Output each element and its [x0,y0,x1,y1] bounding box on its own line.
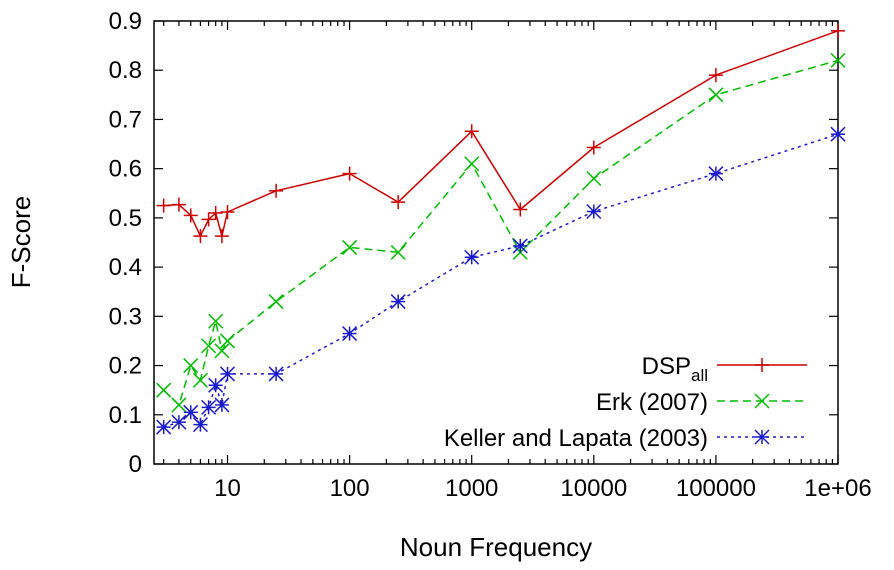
data-point [219,366,236,382]
data-point [192,372,208,388]
data-point [831,23,845,38]
data-point [220,204,235,219]
data-point [512,238,528,254]
data-point [391,195,406,210]
data-point [193,229,208,244]
data-point [214,397,230,413]
data-point [464,124,479,139]
legend-entry: DSPall [642,353,807,385]
data-point [513,202,528,217]
data-point [156,198,171,213]
data-point [342,166,357,181]
data-point [268,366,284,382]
data-point [208,205,223,220]
series [156,52,846,413]
data-point [156,419,172,435]
data-point [219,333,236,349]
data-point [214,229,229,244]
data-point [390,244,406,260]
data-point [201,212,216,227]
series-layer [156,23,846,435]
data-point [192,417,208,433]
data-point [464,156,480,172]
legend-label: DSPall [642,353,708,385]
data-point [830,52,846,68]
data-point [755,358,769,372]
data-point [586,203,602,220]
data-point [708,166,724,182]
data-point [201,399,217,415]
y-tick-label: 0.5 [109,205,142,232]
x-tick-label: 100 [330,475,370,502]
data-point [830,126,846,142]
data-point [171,197,186,212]
x-tick-label: 1000 [445,475,498,502]
data-point [342,239,358,255]
y-tick-label: 0.7 [109,106,142,133]
x-tick-label: 100000 [676,475,756,502]
x-tick-label: 10000 [560,475,627,502]
data-point [183,208,198,223]
y-tick-label: 0.2 [109,353,142,380]
data-point [708,68,723,83]
data-point [390,294,406,310]
data-point [268,294,284,310]
legend: DSPall Erk (2007) Keller and Lapata (2003) [444,353,807,452]
data-point [269,183,284,198]
legend-label: Erk (2007) [596,389,708,416]
y-tick-label: 0.9 [109,8,142,35]
data-point [183,404,199,420]
y-tick-label: 0.1 [109,402,142,429]
y-tick-label: 0 [129,451,142,478]
legend-entry: Keller and Lapata (2003) [444,425,807,452]
series [156,126,846,435]
plot-frame [153,20,839,465]
series-line [163,30,839,237]
data-point [464,249,480,265]
y-tick-label: 0.6 [109,156,142,183]
legend-entry: Erk (2007) [596,389,807,416]
data-point [754,393,770,409]
data-point [156,382,172,398]
data-point [586,140,601,155]
series-line [163,59,839,406]
legend-label: Keller and Lapata (2003) [444,425,708,452]
data-point [214,343,230,359]
data-point [183,358,199,374]
y-tick-label: 0.4 [109,254,142,281]
series [156,23,845,244]
data-point [754,429,770,445]
data-point [708,87,724,103]
y-axis-title: F-Score [6,196,36,288]
data-point [171,397,187,413]
data-point [208,313,224,329]
y-tick-label: 0.3 [109,303,142,330]
data-point [342,326,358,342]
x-tick-label: 10 [214,475,241,502]
x-axis-title: Noun Frequency [400,532,592,562]
data-point [171,414,187,430]
y-axis: 0 0.1 0.2 0.3 0.4 0.5 0.6 0.7 0.8 0.9 [109,8,838,478]
y-tick-label: 0.8 [109,57,142,84]
x-tick-label: 1e+06 [804,475,871,502]
data-point [586,170,602,187]
data-point [201,338,217,354]
x-axis: 10 100 1000 10000 100000 1e+06 [163,21,872,502]
